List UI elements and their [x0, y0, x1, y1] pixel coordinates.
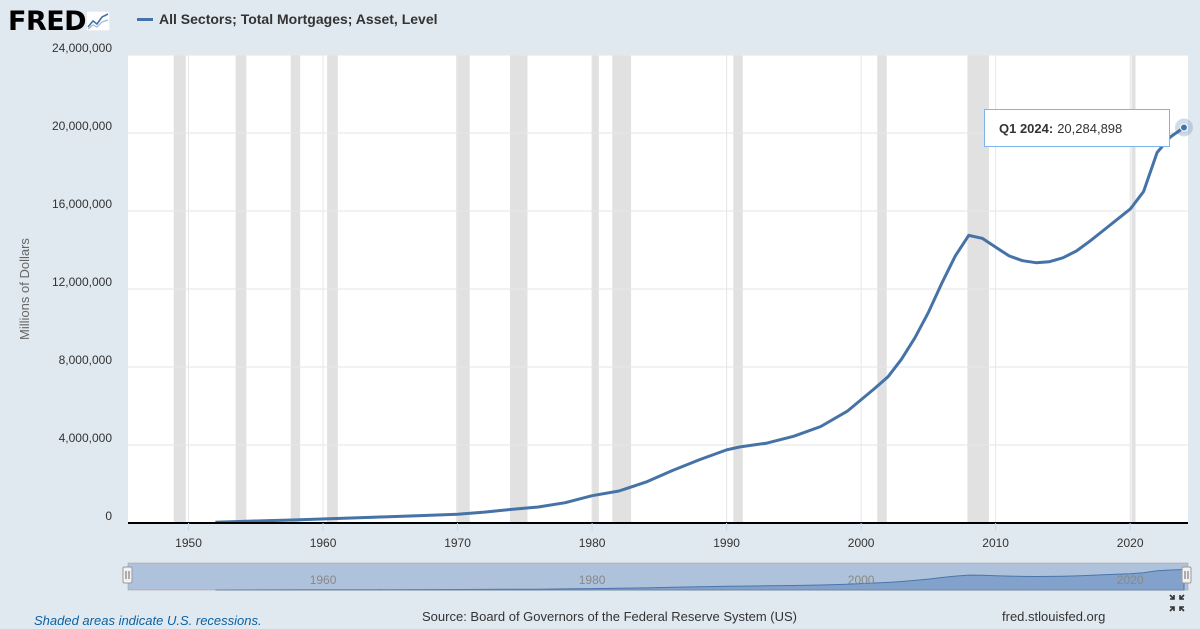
series-line: [215, 118, 1193, 524]
y-axis: 0 4,000,000 8,000,000 12,000,000 16,000,000 2…: [52, 41, 112, 523]
y-tick-label: 0: [105, 509, 112, 523]
x-tick-label: 1960: [310, 536, 337, 550]
x-tick-label: 2000: [848, 536, 875, 550]
x-tick-label: 2010: [982, 536, 1009, 550]
mini-chart-icon: [86, 11, 111, 31]
x-tick-label: 2020: [1117, 536, 1144, 550]
x-tick-label: 1970: [444, 536, 471, 550]
fullscreen-icon[interactable]: [1169, 594, 1185, 612]
series-swatch: [137, 17, 153, 21]
x-tick-label: 1990: [713, 536, 740, 550]
fred-logo-text: FRED: [8, 5, 87, 37]
fred-url[interactable]: fred.stlouisfed.org: [1002, 609, 1106, 624]
grid-lines: [128, 54, 1188, 523]
navigator-tick-label: 1980: [579, 573, 606, 587]
data-tooltip: Q1 2024: 20,284,898: [984, 109, 1170, 147]
x-axis: 1950 1960 1970 1980 1990 2000 2010 2020: [175, 523, 1144, 550]
y-tick-label: 4,000,000: [59, 431, 113, 445]
highlight-point: [1179, 123, 1188, 132]
navigator-tick-label: 1960: [310, 573, 337, 587]
navigator-tick-label: 2000: [848, 573, 875, 587]
series-legend[interactable]: All Sectors; Total Mortgages; Asset, Lev…: [137, 11, 438, 27]
x-tick-label: 1980: [579, 536, 606, 550]
navigator-tick-label: 2020: [1117, 573, 1144, 587]
y-tick-label: 8,000,000: [59, 353, 113, 367]
series-line-path: [215, 126, 1185, 524]
y-tick-label: 16,000,000: [52, 197, 112, 211]
y-tick-label: 12,000,000: [52, 275, 112, 289]
fred-logo[interactable]: FRED: [8, 5, 111, 37]
x-tick-label: 1950: [175, 536, 202, 550]
series-title: All Sectors; Total Mortgages; Asset, Lev…: [159, 11, 438, 27]
recession-note: Shaded areas indicate U.S. recessions.: [34, 613, 262, 628]
navigator-ticks: 1960 1980 2000 2020: [310, 573, 1144, 587]
navigator-left-handle[interactable]: [122, 566, 133, 584]
navigator-right-handle[interactable]: [1181, 566, 1192, 584]
y-tick-label: 24,000,000: [52, 41, 112, 55]
source-text: Source: Board of Governors of the Federa…: [422, 609, 797, 624]
tooltip-period: Q1 2024:: [999, 120, 1054, 136]
navigator-selection: [127, 562, 1189, 591]
y-axis-title: Millions of Dollars: [17, 238, 32, 340]
navigator-area: [215, 568, 1185, 591]
y-tick-label: 20,000,000: [52, 119, 112, 133]
range-navigator[interactable]: 1960 1980 2000 2020: [122, 562, 1192, 591]
tooltip-value: 20,284,898: [1057, 120, 1123, 136]
